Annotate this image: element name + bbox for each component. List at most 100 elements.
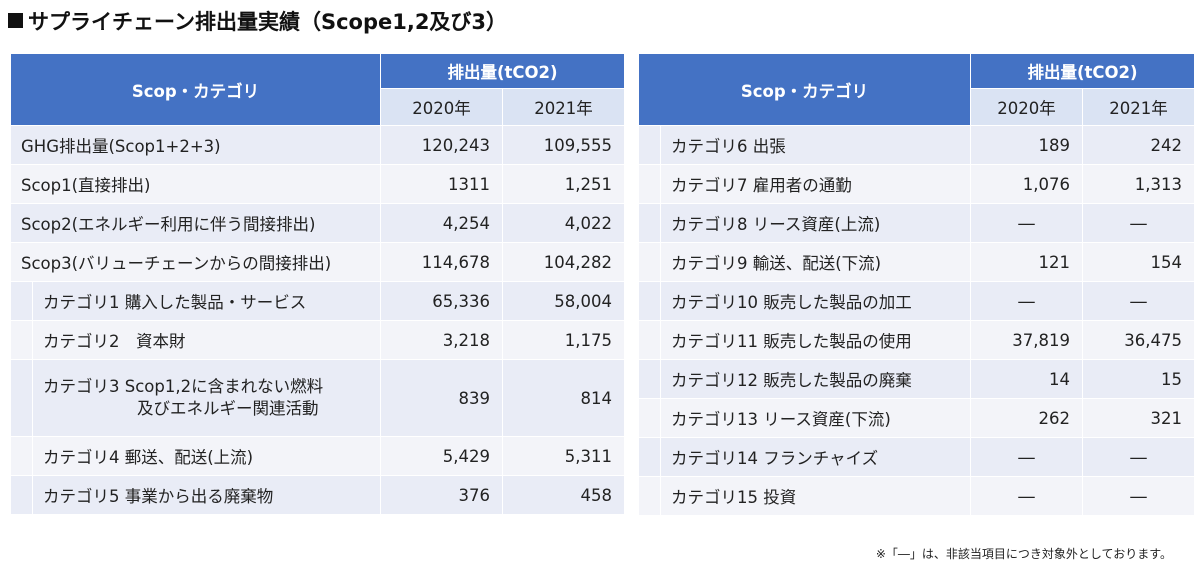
value-2021: 458 bbox=[502, 475, 625, 515]
value-2021: 36,475 bbox=[1082, 320, 1195, 360]
table-row: Scop3(バリューチェーンからの間接排出) 114,678 104,282 bbox=[10, 242, 625, 282]
row-label: カテゴリ9 輸送、配送(下流) bbox=[660, 242, 971, 282]
year-2021-header: 2021年 bbox=[502, 88, 625, 126]
table-row: カテゴリ2 資本財 3,218 1,175 bbox=[10, 320, 625, 360]
indent-cell bbox=[10, 281, 33, 321]
table-row: カテゴリ8 リース資産(上流) ― ― bbox=[638, 203, 1195, 243]
value-2021: 109,555 bbox=[502, 125, 625, 165]
value-2020: 14 bbox=[970, 359, 1083, 399]
value-2021: 321 bbox=[1082, 398, 1195, 438]
value-2021: 4,022 bbox=[502, 203, 625, 243]
value-2020: 1311 bbox=[380, 164, 503, 204]
value-2021: 154 bbox=[1082, 242, 1195, 282]
value-2020: 1,076 bbox=[970, 164, 1083, 204]
row-label: カテゴリ3 Scop1,2に含まれない燃料 及びエネルギー関連活動 bbox=[32, 359, 381, 437]
value-2021: 15 bbox=[1082, 359, 1195, 399]
emissions-header: 排出量(tCO2) bbox=[380, 53, 625, 89]
table-row: カテゴリ5 事業から出る廃棄物 376 458 bbox=[10, 475, 625, 515]
year-2020-header: 2020年 bbox=[970, 88, 1083, 126]
row-label: カテゴリ13 リース資産(下流) bbox=[660, 398, 971, 438]
row-label: カテゴリ6 出張 bbox=[660, 125, 971, 165]
value-2021: 1,251 bbox=[502, 164, 625, 204]
category-header: Scop・カテゴリ bbox=[638, 53, 971, 126]
right-emissions-table: Scop・カテゴリ 排出量(tCO2) 2020年 2021年 カテゴリ6 出張… bbox=[638, 53, 1195, 516]
value-2021: ― bbox=[1082, 437, 1195, 477]
value-2020: 189 bbox=[970, 125, 1083, 165]
value-2020: 121 bbox=[970, 242, 1083, 282]
square-bullet-icon bbox=[8, 13, 23, 28]
value-2020: 839 bbox=[380, 359, 503, 437]
row-label: GHG排出量(Scop1+2+3) bbox=[10, 125, 381, 165]
value-2021: 814 bbox=[502, 359, 625, 437]
table-row: Scop2(エネルギー利用に伴う間接排出) 4,254 4,022 bbox=[10, 203, 625, 243]
table-row: カテゴリ4 郵送、配送(上流) 5,429 5,311 bbox=[10, 436, 625, 476]
value-2020: ― bbox=[970, 281, 1083, 321]
year-2021-header: 2021年 bbox=[1082, 88, 1195, 126]
table-row: カテゴリ13 リース資産(下流) 262 321 bbox=[638, 398, 1195, 438]
value-2020: 376 bbox=[380, 475, 503, 515]
row-label-line2: 及びエネルギー関連活動 bbox=[137, 399, 319, 418]
indent-cell bbox=[638, 398, 661, 438]
table-row: カテゴリ9 輸送、配送(下流) 121 154 bbox=[638, 242, 1195, 282]
emissions-header: 排出量(tCO2) bbox=[970, 53, 1195, 89]
row-label: Scop1(直接排出) bbox=[10, 164, 381, 204]
value-2021: 242 bbox=[1082, 125, 1195, 165]
indent-cell bbox=[10, 320, 33, 360]
table-row: カテゴリ7 雇用者の通勤 1,076 1,313 bbox=[638, 164, 1195, 204]
row-label: カテゴリ5 事業から出る廃棄物 bbox=[32, 475, 381, 515]
value-2020: 114,678 bbox=[380, 242, 503, 282]
row-label: カテゴリ10 販売した製品の加工 bbox=[660, 281, 971, 321]
value-2021: 1,313 bbox=[1082, 164, 1195, 204]
value-2021: 5,311 bbox=[502, 436, 625, 476]
value-2020: ― bbox=[970, 437, 1083, 477]
table-row: GHG排出量(Scop1+2+3) 120,243 109,555 bbox=[10, 125, 625, 165]
value-2020: 5,429 bbox=[380, 436, 503, 476]
row-label: カテゴリ1 購入した製品・サービス bbox=[32, 281, 381, 321]
indent-cell bbox=[10, 359, 33, 437]
year-2020-header: 2020年 bbox=[380, 88, 503, 126]
value-2020: ― bbox=[970, 203, 1083, 243]
value-2020: 262 bbox=[970, 398, 1083, 438]
value-2020: ― bbox=[970, 476, 1083, 516]
value-2020: 37,819 bbox=[970, 320, 1083, 360]
row-label-line1: カテゴリ3 Scop1,2に含まれない燃料 bbox=[43, 377, 324, 396]
value-2020: 3,218 bbox=[380, 320, 503, 360]
table-row: カテゴリ14 フランチャイズ ― ― bbox=[638, 437, 1195, 477]
table-row: カテゴリ15 投資 ― ― bbox=[638, 476, 1195, 516]
table-row: カテゴリ1 購入した製品・サービス 65,336 58,004 bbox=[10, 281, 625, 321]
indent-cell bbox=[638, 203, 661, 243]
table-row: カテゴリ11 販売した製品の使用 37,819 36,475 bbox=[638, 320, 1195, 360]
value-2021: 104,282 bbox=[502, 242, 625, 282]
indent-cell bbox=[638, 281, 661, 321]
indent-cell bbox=[10, 475, 33, 515]
value-2020: 120,243 bbox=[380, 125, 503, 165]
value-2020: 65,336 bbox=[380, 281, 503, 321]
value-2021: 1,175 bbox=[502, 320, 625, 360]
row-label: カテゴリ7 雇用者の通勤 bbox=[660, 164, 971, 204]
row-label: カテゴリ14 フランチャイズ bbox=[660, 437, 971, 477]
page-title: サプライチェーン排出量実績（Scope1,2及び3） bbox=[8, 6, 507, 36]
table-row: カテゴリ10 販売した製品の加工 ― ― bbox=[638, 281, 1195, 321]
table-row: カテゴリ6 出張 189 242 bbox=[638, 125, 1195, 165]
row-label: カテゴリ4 郵送、配送(上流) bbox=[32, 436, 381, 476]
row-label: カテゴリ11 販売した製品の使用 bbox=[660, 320, 971, 360]
row-label: カテゴリ12 販売した製品の廃棄 bbox=[660, 359, 971, 399]
table-row: カテゴリ12 販売した製品の廃棄 14 15 bbox=[638, 359, 1195, 399]
left-emissions-table: Scop・カテゴリ 排出量(tCO2) 2020年 2021年 GHG排出量(S… bbox=[10, 53, 625, 515]
indent-cell bbox=[638, 320, 661, 360]
footnote: ※「―」は、非該当項目につき対象外としております。 bbox=[875, 547, 1172, 561]
value-2021: 58,004 bbox=[502, 281, 625, 321]
indent-cell bbox=[638, 242, 661, 282]
indent-cell bbox=[10, 436, 33, 476]
indent-cell bbox=[638, 437, 661, 477]
indent-cell bbox=[638, 164, 661, 204]
indent-cell bbox=[638, 476, 661, 516]
category-header: Scop・カテゴリ bbox=[10, 53, 381, 126]
row-label: Scop3(バリューチェーンからの間接排出) bbox=[10, 242, 381, 282]
row-label: Scop2(エネルギー利用に伴う間接排出) bbox=[10, 203, 381, 243]
value-2021: ― bbox=[1082, 281, 1195, 321]
row-label: カテゴリ8 リース資産(上流) bbox=[660, 203, 971, 243]
table-row: カテゴリ3 Scop1,2に含まれない燃料 及びエネルギー関連活動 839 81… bbox=[10, 359, 625, 437]
row-label: カテゴリ15 投資 bbox=[660, 476, 971, 516]
table-row: Scop1(直接排出) 1311 1,251 bbox=[10, 164, 625, 204]
